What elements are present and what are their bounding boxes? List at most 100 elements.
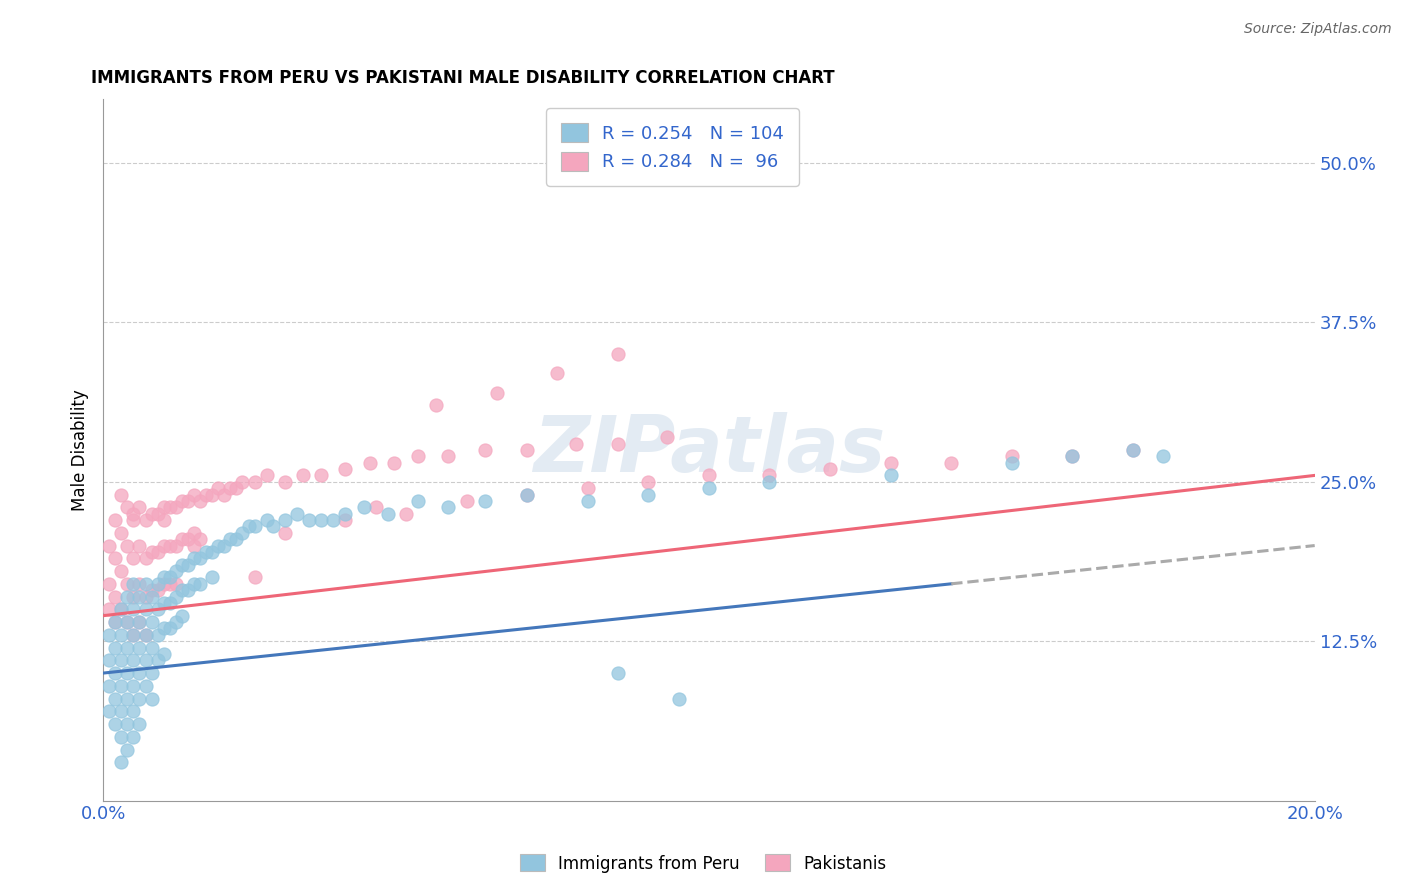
Point: [110, 730, 132, 744]
Y-axis label: Male Disability: Male Disability: [72, 389, 89, 511]
Point: [152, 513, 174, 527]
Text: Source: ZipAtlas.com: Source: ZipAtlas.com: [1244, 22, 1392, 37]
Point: [152, 570, 174, 584]
Point: [183, 525, 205, 540]
Point: [758, 468, 780, 483]
Point: [110, 653, 132, 667]
Point: [122, 507, 145, 521]
Point: [146, 576, 169, 591]
Point: [122, 628, 145, 642]
Point: [135, 653, 157, 667]
Point: [170, 532, 193, 546]
Point: [128, 666, 150, 681]
Point: [607, 347, 630, 361]
Point: [110, 756, 132, 770]
Point: [214, 539, 236, 553]
Point: [456, 494, 478, 508]
Point: [335, 462, 357, 476]
Point: [110, 525, 132, 540]
Point: [122, 730, 145, 744]
Point: [98, 576, 121, 591]
Point: [110, 679, 132, 693]
Point: [110, 487, 132, 501]
Point: [122, 602, 145, 616]
Point: [406, 450, 429, 464]
Point: [152, 576, 174, 591]
Point: [128, 717, 150, 731]
Point: [188, 551, 211, 566]
Point: [135, 628, 157, 642]
Point: [231, 525, 253, 540]
Point: [165, 576, 187, 591]
Point: [104, 666, 127, 681]
Point: [285, 507, 308, 521]
Point: [274, 475, 297, 489]
Point: [146, 602, 169, 616]
Point: [110, 628, 132, 642]
Point: [576, 494, 599, 508]
Point: [128, 615, 150, 629]
Point: [117, 742, 139, 756]
Point: [637, 475, 659, 489]
Point: [207, 481, 229, 495]
Point: [117, 666, 139, 681]
Point: [110, 564, 132, 578]
Point: [188, 576, 211, 591]
Point: [335, 507, 357, 521]
Point: [1001, 456, 1024, 470]
Point: [104, 640, 127, 655]
Point: [152, 500, 174, 515]
Point: [697, 481, 720, 495]
Point: [219, 481, 242, 495]
Point: [177, 583, 200, 598]
Point: [122, 551, 145, 566]
Point: [382, 456, 405, 470]
Point: [165, 564, 187, 578]
Point: [128, 590, 150, 604]
Point: [152, 622, 174, 636]
Point: [238, 519, 260, 533]
Point: [98, 653, 121, 667]
Point: [231, 475, 253, 489]
Point: [437, 500, 460, 515]
Point: [818, 462, 841, 476]
Point: [159, 500, 181, 515]
Point: [135, 628, 157, 642]
Legend: R = 0.254   N = 104, R = 0.284   N =  96: R = 0.254 N = 104, R = 0.284 N = 96: [547, 108, 799, 186]
Point: [135, 576, 157, 591]
Point: [564, 436, 586, 450]
Point: [183, 539, 205, 553]
Point: [207, 539, 229, 553]
Point: [353, 500, 375, 515]
Point: [655, 430, 678, 444]
Point: [214, 487, 236, 501]
Point: [201, 545, 224, 559]
Point: [170, 608, 193, 623]
Point: [117, 590, 139, 604]
Point: [122, 513, 145, 527]
Point: [159, 596, 181, 610]
Point: [546, 367, 568, 381]
Point: [141, 640, 163, 655]
Point: [117, 615, 139, 629]
Point: [141, 507, 163, 521]
Point: [128, 691, 150, 706]
Point: [152, 596, 174, 610]
Point: [135, 602, 157, 616]
Point: [474, 494, 496, 508]
Point: [474, 442, 496, 457]
Point: [177, 532, 200, 546]
Point: [243, 519, 266, 533]
Point: [159, 539, 181, 553]
Point: [104, 551, 127, 566]
Point: [201, 487, 224, 501]
Point: [188, 494, 211, 508]
Point: [117, 691, 139, 706]
Point: [274, 525, 297, 540]
Point: [128, 640, 150, 655]
Point: [110, 602, 132, 616]
Point: [758, 475, 780, 489]
Point: [183, 576, 205, 591]
Point: [335, 513, 357, 527]
Point: [516, 487, 538, 501]
